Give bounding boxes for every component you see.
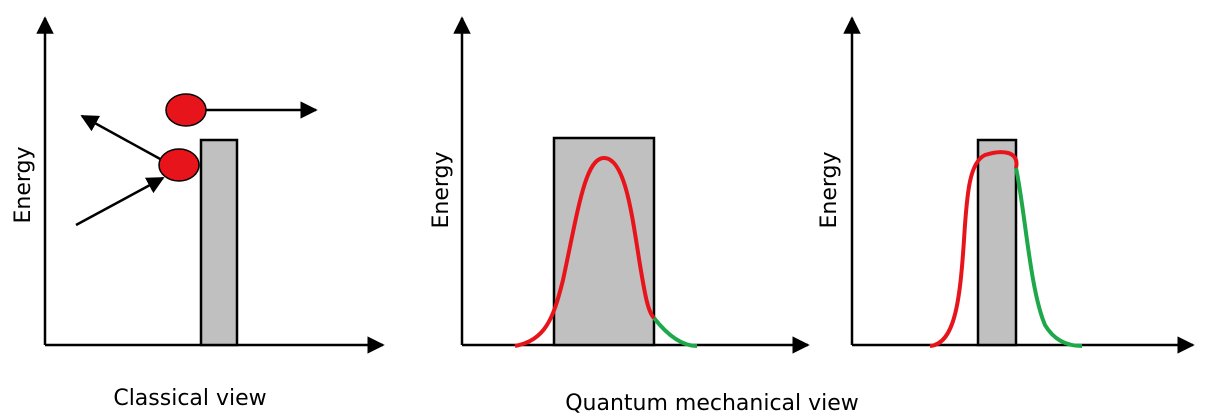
particle xyxy=(158,148,200,182)
transmitted-wave xyxy=(652,316,698,348)
barrier xyxy=(976,138,1018,347)
panel-classical: Energy xyxy=(11,16,385,354)
axis-label: Energy xyxy=(429,151,454,228)
caption: Classical view xyxy=(113,386,266,411)
axis-label: Energy xyxy=(11,146,36,223)
incoming-arrow xyxy=(75,176,165,227)
wave-function xyxy=(514,156,656,348)
transmitted-wave xyxy=(1014,167,1083,348)
caption: Quantum mechanical view xyxy=(565,391,859,416)
reflected-arrow xyxy=(80,114,163,162)
panel-wide-barrier: Energy xyxy=(429,16,810,354)
barrier xyxy=(199,138,239,347)
wave-function xyxy=(929,150,1019,348)
particle xyxy=(165,93,207,127)
axis-label: Energy xyxy=(817,151,842,228)
panel-narrow-barrier: Energy xyxy=(817,16,1195,354)
